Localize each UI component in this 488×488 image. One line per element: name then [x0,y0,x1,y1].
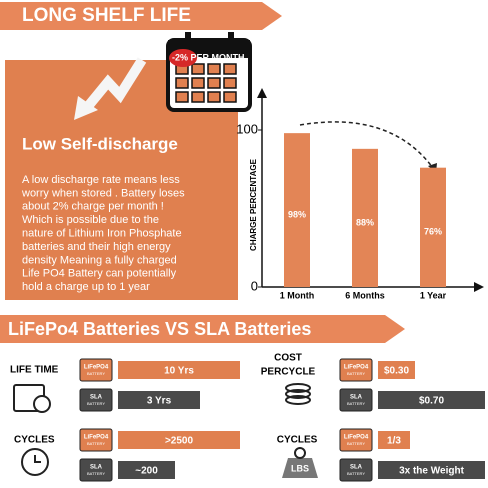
battery-badge [79,388,113,412]
battery-badge [79,428,113,452]
battery-badge [339,428,373,452]
comparison-banner [0,315,405,343]
weight-icon-text: LBS [291,463,309,473]
compare-value: ~200 [135,466,158,477]
feature-body-line: Which is possible due to the [22,214,159,226]
value-label: 98% [288,209,306,219]
compare-bar [378,461,485,479]
feature-body-line: Life PO4 Battery can potentially [22,268,177,280]
item-label: LIFE TIME [10,365,59,376]
value-label: 76% [424,227,442,237]
compare-bar [118,461,175,479]
compare-bar [118,431,240,449]
icons [13,383,318,478]
battery-badge [339,388,373,412]
calendar-badge: -2% PER MONTH [172,52,245,62]
badge-text: BATTERY [87,371,105,376]
compare-value: >2500 [165,436,194,447]
badge-text: SLA [90,465,103,471]
badge-text: BATTERY [347,371,365,376]
compare-value: $0.70 [419,396,444,407]
item-label: PERCYCLE [261,367,316,378]
chart: CHARGE PERCENTAGE 0 100 98% 1 Month 88% 6 Mon… [236,88,484,300]
arrow-head [74,96,98,120]
battery-badge [339,458,373,482]
feature-body-line: batteries and their high energy [22,241,171,253]
badge-text: BATTERY [347,401,365,406]
badge-text: SLA [350,395,363,401]
value-label: 88% [356,217,374,227]
badge-text: LiFePO4 [344,365,369,371]
badge-text: BATTERY [347,441,365,446]
trend-arrow [299,121,434,169]
feature-body-line: density Meaning a fully charged [22,254,177,266]
compare-value: 3x the Weight [399,466,464,477]
battery-badge [339,358,373,382]
compare-value: $0.30 [384,366,409,377]
bar [352,148,378,287]
title: LONG SHELF LIFE [22,5,191,26]
compare-bar [118,391,200,409]
compare-value: 10 Yrs [164,366,194,377]
compare-bar [378,361,415,379]
x-tick-label: 6 Months [345,290,385,300]
item-label: CYCLES [277,435,318,446]
feature-body-line: nature of Lithium Iron Phosphate [22,228,182,240]
compare-bar [378,431,410,449]
badge-text: LiFePO4 [84,435,109,441]
x-arrow [474,282,484,292]
badge-text: BATTERY [347,471,365,476]
item-label: CYCLES [14,435,55,446]
badge-text: BATTERY [87,471,105,476]
badge-text: SLA [90,395,103,401]
battery-badge [79,358,113,382]
item-label: COST [274,353,302,364]
badge-text: BATTERY [87,401,105,406]
y-tick-label: 100 [236,121,258,136]
feature-body-line: worry when stored . Battery loses [21,187,185,199]
calendar-icon [166,32,252,112]
badge-text: SLA [350,465,363,471]
compare-value: 3 Yrs [147,396,172,407]
bar [284,133,310,287]
compare-bar [118,361,240,379]
bar [420,167,446,287]
feature-body-line: A low discharge rate means less [22,174,180,186]
y-arrow [257,88,267,98]
compare-value: 1/3 [387,436,401,447]
badge-text: BATTERY [87,441,105,446]
badge-text: LiFePO4 [84,365,109,371]
feature-body-line: hold a charge up to 1 year [22,281,150,293]
title-banner [0,2,282,30]
compare-bar [378,391,485,409]
feature-heading: Low Self-discharge [22,134,178,153]
y-tick-label: 0 [251,278,258,293]
feature-body-line: about 2% charge per month ! [22,201,164,213]
badge-text: LiFePO4 [344,435,369,441]
zigzag-arrow [81,57,147,114]
comparison-title: LiFePo4 Batteries VS SLA Batteries [8,319,311,339]
battery-badge [79,458,113,482]
y-axis-label: CHARGE PERCENTAGE [249,158,258,251]
x-tick-label: 1 Month [280,290,315,300]
x-tick-label: 1 Year [420,290,447,300]
